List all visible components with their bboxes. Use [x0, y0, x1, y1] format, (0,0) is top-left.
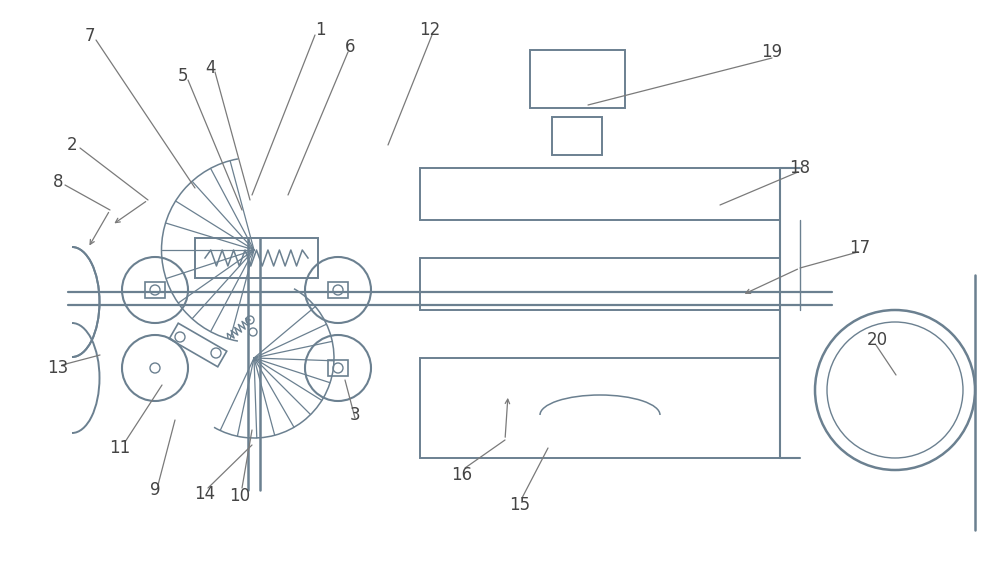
Text: 7: 7: [85, 27, 95, 45]
Text: 18: 18: [789, 159, 811, 177]
Bar: [145, 282, 165, 298]
Text: 20: 20: [866, 331, 888, 349]
Text: 8: 8: [53, 173, 63, 191]
Bar: [530, 50, 625, 108]
Bar: [328, 282, 348, 298]
Text: 6: 6: [345, 38, 355, 56]
Text: 16: 16: [451, 466, 473, 484]
Bar: [420, 168, 780, 220]
Bar: [195, 238, 318, 278]
Text: 2: 2: [67, 136, 77, 154]
Text: 5: 5: [178, 67, 188, 85]
Text: 17: 17: [849, 239, 871, 257]
Text: 12: 12: [419, 21, 441, 39]
Text: 3: 3: [350, 406, 360, 424]
Text: 19: 19: [761, 43, 783, 61]
Text: 11: 11: [109, 439, 131, 457]
Bar: [420, 258, 780, 310]
Text: 14: 14: [194, 485, 216, 503]
Bar: [420, 358, 780, 458]
Bar: [169, 323, 227, 367]
Bar: [552, 117, 602, 155]
Text: 9: 9: [150, 481, 160, 499]
Text: 4: 4: [205, 59, 215, 77]
Bar: [328, 360, 348, 376]
Text: 13: 13: [47, 359, 69, 377]
Text: 1: 1: [315, 21, 325, 39]
Text: 10: 10: [229, 487, 251, 505]
Text: 15: 15: [509, 496, 531, 514]
